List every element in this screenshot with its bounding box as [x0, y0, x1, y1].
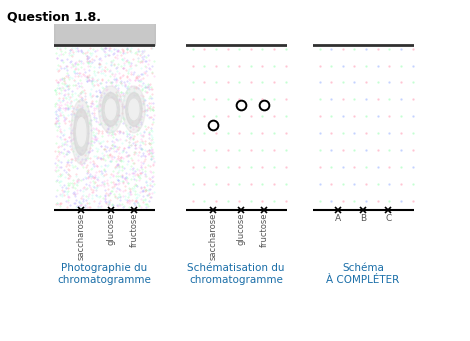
Text: C: C	[385, 214, 392, 223]
Text: glucose: glucose	[237, 213, 246, 246]
Text: Photographie du
chromatogramme: Photographie du chromatogramme	[58, 263, 151, 285]
Text: A: A	[335, 214, 341, 223]
Text: saccharose: saccharose	[208, 213, 218, 260]
Ellipse shape	[129, 99, 139, 120]
Ellipse shape	[74, 108, 89, 155]
Ellipse shape	[99, 86, 123, 133]
Text: glucose: glucose	[106, 213, 115, 246]
Ellipse shape	[71, 100, 92, 164]
Ellipse shape	[102, 92, 119, 126]
Text: fructose: fructose	[129, 213, 138, 248]
Text: Schématisation du
chromatogramme: Schématisation du chromatogramme	[188, 263, 285, 285]
Text: Schéma
À COMPLÉTER: Schéma À COMPLÉTER	[327, 263, 400, 285]
Ellipse shape	[123, 86, 145, 133]
Text: saccharose: saccharose	[77, 213, 86, 260]
Ellipse shape	[105, 99, 116, 120]
Text: fructose: fructose	[260, 213, 269, 248]
Text: Question 1.8.: Question 1.8.	[7, 10, 101, 23]
Ellipse shape	[126, 92, 142, 126]
Ellipse shape	[77, 118, 86, 146]
Text: B: B	[360, 214, 366, 223]
